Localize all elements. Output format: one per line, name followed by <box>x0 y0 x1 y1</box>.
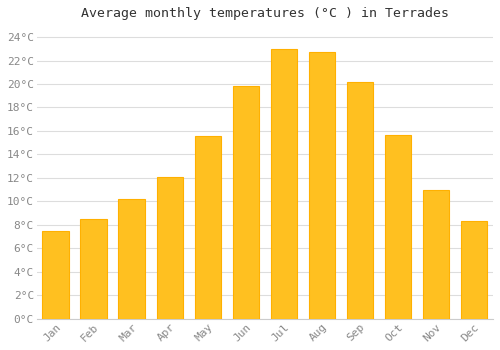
Bar <box>308 52 335 319</box>
Title: Average monthly temperatures (°C ) in Terrades: Average monthly temperatures (°C ) in Te… <box>81 7 449 20</box>
Bar <box>194 136 221 319</box>
Bar <box>80 219 107 319</box>
Bar <box>460 222 487 319</box>
Bar <box>422 190 450 319</box>
Bar <box>270 49 297 319</box>
Bar <box>346 82 374 319</box>
Bar <box>42 231 69 319</box>
Bar <box>232 86 259 319</box>
Bar <box>118 199 145 319</box>
Bar <box>156 177 183 319</box>
Bar <box>384 134 411 319</box>
